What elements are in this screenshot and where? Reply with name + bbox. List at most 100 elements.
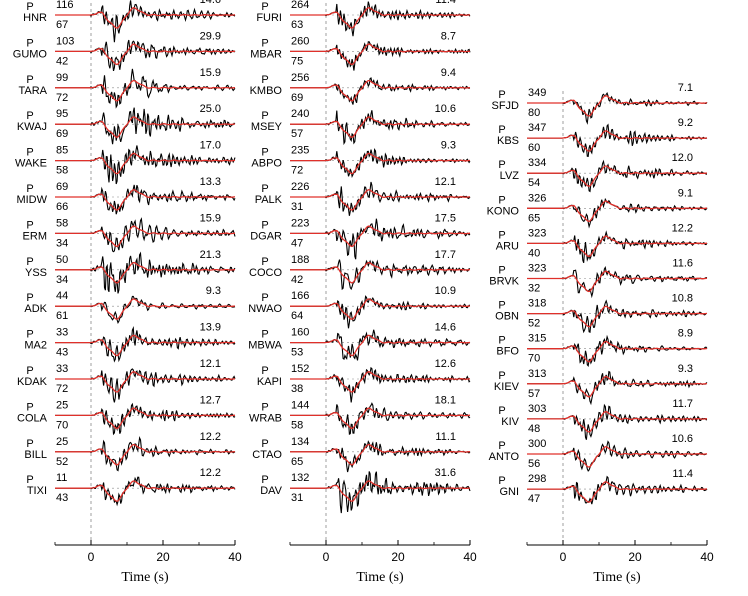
phase-label: P [26,74,33,86]
station-name: SFJD [492,100,520,112]
distance-label: 69 [291,92,303,104]
amplitude-label: 10.8 [672,293,693,305]
synthetic-waveform [290,371,471,393]
distance-label: 72 [56,383,68,395]
phase-label: P [261,219,268,231]
station-name: WAKE [15,158,47,170]
synthetic-waveform [527,270,708,293]
station-name: KWAJ [17,121,47,133]
station-name: MA2 [24,340,47,352]
amplitude-label: 18.1 [435,394,456,406]
panel-2: PFURI2646311.4PMBAR260758.7PKMBO256699.4… [248,0,477,585]
station-name: KIEV [494,381,520,393]
amplitude-label: 10.6 [435,103,456,115]
amplitude-label: 21.3 [200,249,221,261]
station-name: KONO [487,205,520,217]
azimuth-label: 160 [291,327,309,339]
x-tick-label: 20 [628,550,642,564]
amplitude-label: 31.6 [435,467,456,479]
phase-label: P [498,370,505,382]
distance-label: 47 [291,237,303,249]
distance-label: 32 [528,283,540,295]
azimuth-label: 99 [56,72,68,84]
amplitude-label: 10.9 [435,285,456,297]
distance-label: 72 [56,92,68,104]
synthetic-waveform [55,371,236,393]
station-name: YSS [25,267,47,279]
phase-label: P [261,183,268,195]
azimuth-label: 58 [56,217,68,229]
amplitude-label: 8.9 [678,328,693,340]
synthetic-waveform [290,152,471,175]
synthetic-waveform [527,481,708,503]
station-name: KIV [501,416,519,428]
station-name: MBWA [248,340,282,352]
observed-waveform [527,334,708,368]
azimuth-label: 326 [528,192,546,204]
observed-waveform [55,402,236,436]
amplitude-label: 11.1 [435,431,456,443]
synthetic-waveform [55,152,236,175]
distance-label: 56 [528,458,540,470]
station-name: KBS [497,135,519,147]
phase-label: P [498,405,505,417]
amplitude-label: 15.9 [200,67,221,79]
azimuth-label: 334 [528,157,546,169]
synthetic-waveform [290,443,471,466]
distance-label: 52 [528,318,540,330]
synthetic-waveform [527,446,708,468]
phase-label: P [261,147,268,159]
azimuth-label: 298 [528,473,546,485]
distance-label: 72 [291,165,303,177]
phase-label: P [498,159,505,171]
azimuth-label: 323 [528,227,546,239]
station-name: KDAK [17,376,48,388]
station-name: TARA [18,85,47,97]
phase-label: P [498,300,505,312]
azimuth-label: 33 [56,363,68,375]
phase-label: P [26,474,33,486]
station-name: NWAO [248,303,282,315]
station-name: ANTO [489,451,520,463]
station-name: HNR [23,12,47,24]
synthetic-waveform [290,407,471,430]
phase-label: P [498,440,505,452]
x-axis-title: Time (s) [121,570,169,585]
amplitude-label: 17.7 [435,249,456,261]
distance-label: 75 [291,55,303,67]
azimuth-label: 69 [56,181,68,193]
azimuth-label: 44 [56,290,68,302]
azimuth-label: 166 [291,290,309,302]
azimuth-label: 25 [56,399,68,411]
phase-label: P [261,329,268,341]
x-tick-label: 20 [391,550,405,564]
synthetic-waveform [290,261,471,284]
phase-label: P [261,74,268,86]
phase-label: P [26,110,33,122]
x-tick-label: 40 [463,550,477,564]
distance-label: 65 [291,456,303,468]
azimuth-label: 318 [528,298,546,310]
distance-label: 31 [291,201,303,213]
x-tick-label: 0 [323,550,330,564]
observed-waveform [290,77,471,105]
azimuth-label: 300 [528,438,546,450]
distance-label: 48 [528,423,540,435]
distance-label: 38 [291,383,303,395]
observed-waveform [290,110,471,146]
